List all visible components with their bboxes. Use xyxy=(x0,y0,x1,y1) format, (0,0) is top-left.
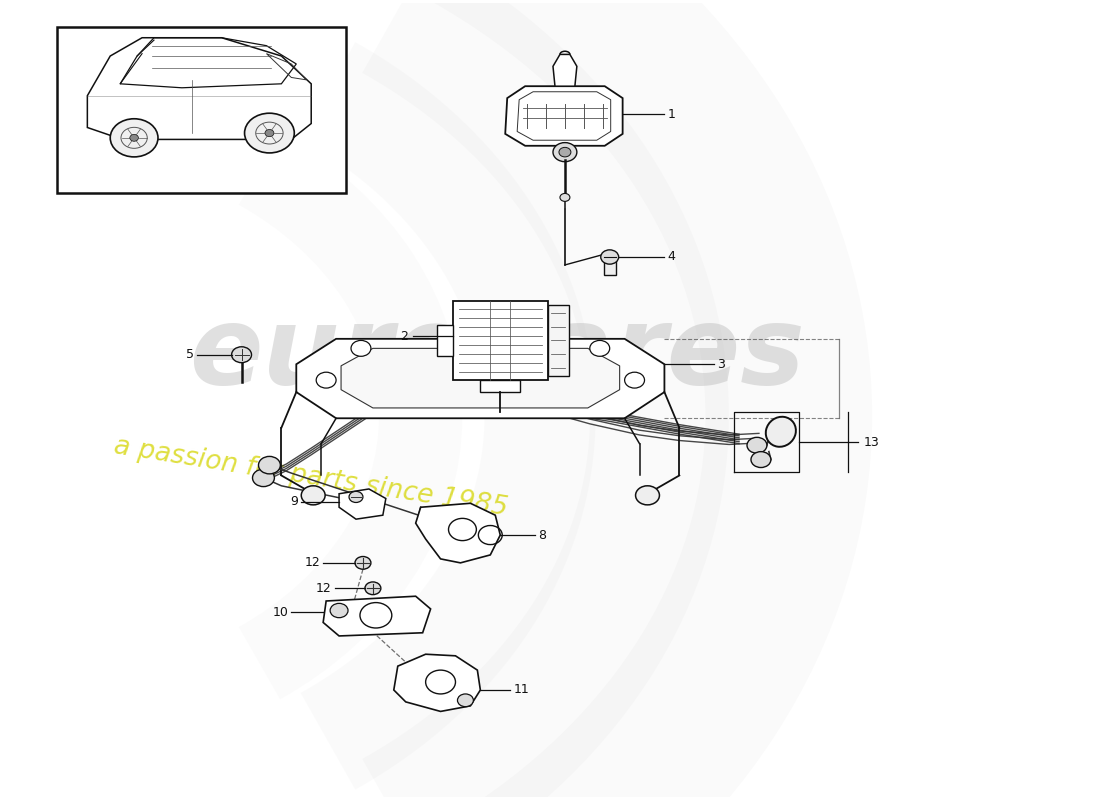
Circle shape xyxy=(559,147,571,157)
Circle shape xyxy=(258,457,280,474)
Circle shape xyxy=(747,438,767,454)
Text: 8: 8 xyxy=(538,529,546,542)
Text: a passion for parts since 1985: a passion for parts since 1985 xyxy=(112,433,509,521)
Circle shape xyxy=(625,372,645,388)
Circle shape xyxy=(553,142,576,162)
Polygon shape xyxy=(505,86,623,146)
Text: 10: 10 xyxy=(273,606,288,618)
Text: 3: 3 xyxy=(717,358,725,370)
Circle shape xyxy=(244,114,295,153)
Circle shape xyxy=(316,372,337,388)
Bar xyxy=(604,261,616,275)
Text: 1: 1 xyxy=(668,107,675,121)
Circle shape xyxy=(253,469,274,486)
Circle shape xyxy=(636,486,659,505)
Polygon shape xyxy=(394,654,481,711)
Polygon shape xyxy=(296,339,664,418)
Text: 13: 13 xyxy=(864,436,879,449)
Bar xyxy=(57,26,346,194)
Bar xyxy=(481,380,520,392)
Circle shape xyxy=(265,130,274,137)
Circle shape xyxy=(349,491,363,502)
Circle shape xyxy=(330,603,348,618)
Polygon shape xyxy=(553,54,576,86)
Circle shape xyxy=(751,452,771,467)
Text: 11: 11 xyxy=(514,683,529,697)
Text: euroPares: euroPares xyxy=(189,301,804,407)
Circle shape xyxy=(232,346,252,362)
Circle shape xyxy=(560,194,570,202)
Circle shape xyxy=(301,486,326,505)
Text: 4: 4 xyxy=(668,250,675,263)
Text: 12: 12 xyxy=(305,556,320,570)
Polygon shape xyxy=(323,596,430,636)
Text: 2: 2 xyxy=(400,330,408,343)
Circle shape xyxy=(355,557,371,570)
Text: 12: 12 xyxy=(316,582,331,594)
Circle shape xyxy=(601,250,618,264)
Bar xyxy=(548,305,570,376)
Polygon shape xyxy=(339,489,386,519)
Polygon shape xyxy=(341,348,619,408)
Bar xyxy=(437,325,453,356)
Circle shape xyxy=(458,694,473,706)
Circle shape xyxy=(110,118,158,157)
Text: 9: 9 xyxy=(290,495,298,508)
Circle shape xyxy=(590,341,609,356)
Circle shape xyxy=(130,134,139,142)
Circle shape xyxy=(351,341,371,356)
Circle shape xyxy=(365,582,381,594)
Bar xyxy=(453,301,548,380)
Text: 5: 5 xyxy=(186,348,194,362)
Polygon shape xyxy=(416,503,500,563)
Ellipse shape xyxy=(766,417,796,446)
